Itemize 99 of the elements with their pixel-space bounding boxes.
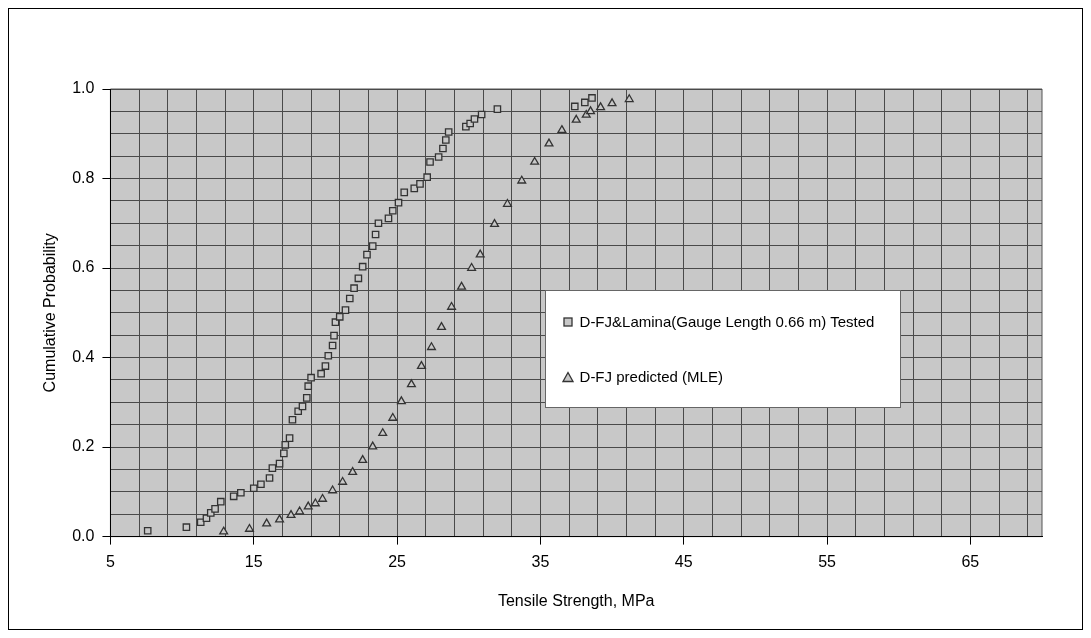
point <box>467 262 477 271</box>
point <box>244 523 255 532</box>
point <box>502 198 512 207</box>
point <box>324 351 333 360</box>
y-axis-title: Cumulative Probability <box>41 233 59 393</box>
point <box>489 219 500 228</box>
point <box>416 180 424 188</box>
point <box>317 369 325 378</box>
point <box>268 464 277 472</box>
x-tick-label: 5 <box>105 552 115 570</box>
point <box>444 128 453 136</box>
point <box>211 505 219 513</box>
point <box>426 158 434 166</box>
point <box>400 188 409 197</box>
point <box>517 175 527 184</box>
point <box>303 501 313 510</box>
y-tick-label: 0.2 <box>72 437 95 455</box>
point <box>378 428 388 437</box>
point <box>295 506 305 515</box>
point <box>304 382 313 391</box>
point <box>281 441 290 449</box>
y-tick-label: 0.8 <box>72 168 95 186</box>
point <box>345 294 354 303</box>
point <box>580 98 589 107</box>
point <box>341 306 350 314</box>
point <box>530 156 540 165</box>
point <box>588 94 596 102</box>
point <box>368 242 377 250</box>
point <box>423 173 431 182</box>
point <box>302 394 311 402</box>
x-tick-label: 25 <box>388 552 407 570</box>
point <box>286 509 296 519</box>
point <box>229 492 238 501</box>
point <box>257 480 265 489</box>
point <box>368 441 378 450</box>
y-tick-label: 0.4 <box>72 347 95 365</box>
point <box>196 518 205 527</box>
point <box>446 301 457 310</box>
point <box>249 484 258 493</box>
point <box>426 342 437 351</box>
legend-label: D-FJ predicted (MLE) <box>579 368 723 386</box>
point <box>288 415 297 424</box>
x-tick-label: 35 <box>531 552 550 570</box>
point <box>310 498 320 507</box>
point <box>544 138 554 147</box>
point <box>624 94 634 103</box>
point <box>439 144 447 153</box>
point <box>182 523 191 532</box>
y-tick-label: 1.0 <box>72 79 95 97</box>
point <box>416 360 426 369</box>
point <box>570 102 579 111</box>
point <box>358 262 367 271</box>
point <box>470 115 479 123</box>
x-tick-label: 45 <box>674 552 693 570</box>
point <box>557 125 567 134</box>
point <box>394 198 403 207</box>
point <box>363 250 371 259</box>
point <box>374 219 383 228</box>
y-tick-label: 0.6 <box>72 258 95 276</box>
point <box>596 102 606 111</box>
x-tick-label: 65 <box>961 552 980 570</box>
point <box>475 249 485 258</box>
legend-label: D-FJ&Lamina(Gauge Length 0.66 m) Tested <box>579 313 875 331</box>
point <box>143 526 152 535</box>
point <box>406 379 416 388</box>
point <box>338 476 348 485</box>
point <box>388 206 397 215</box>
point <box>493 105 502 113</box>
point <box>285 434 294 442</box>
point <box>265 474 274 482</box>
point <box>280 449 288 458</box>
point <box>216 497 225 506</box>
point <box>571 114 581 123</box>
point <box>307 373 315 382</box>
point <box>328 485 338 494</box>
y-tick-label: 0.0 <box>72 527 95 545</box>
point <box>275 514 285 523</box>
point <box>358 454 368 463</box>
point <box>219 526 229 535</box>
point <box>581 109 591 118</box>
point <box>318 493 328 502</box>
point <box>330 331 338 340</box>
point <box>262 518 272 527</box>
point <box>441 136 450 144</box>
point <box>436 321 447 331</box>
point <box>321 362 330 370</box>
point <box>457 281 467 290</box>
point <box>607 98 617 107</box>
point <box>586 106 596 115</box>
point <box>388 412 398 421</box>
x-tick-label: 55 <box>818 552 837 570</box>
point <box>350 284 358 293</box>
point <box>335 313 344 321</box>
x-axis-title: Tensile Strength, MPa <box>497 591 655 609</box>
point <box>348 467 358 476</box>
x-tick-label: 15 <box>244 552 263 570</box>
point <box>434 153 443 161</box>
point <box>396 396 406 405</box>
point <box>237 488 245 497</box>
